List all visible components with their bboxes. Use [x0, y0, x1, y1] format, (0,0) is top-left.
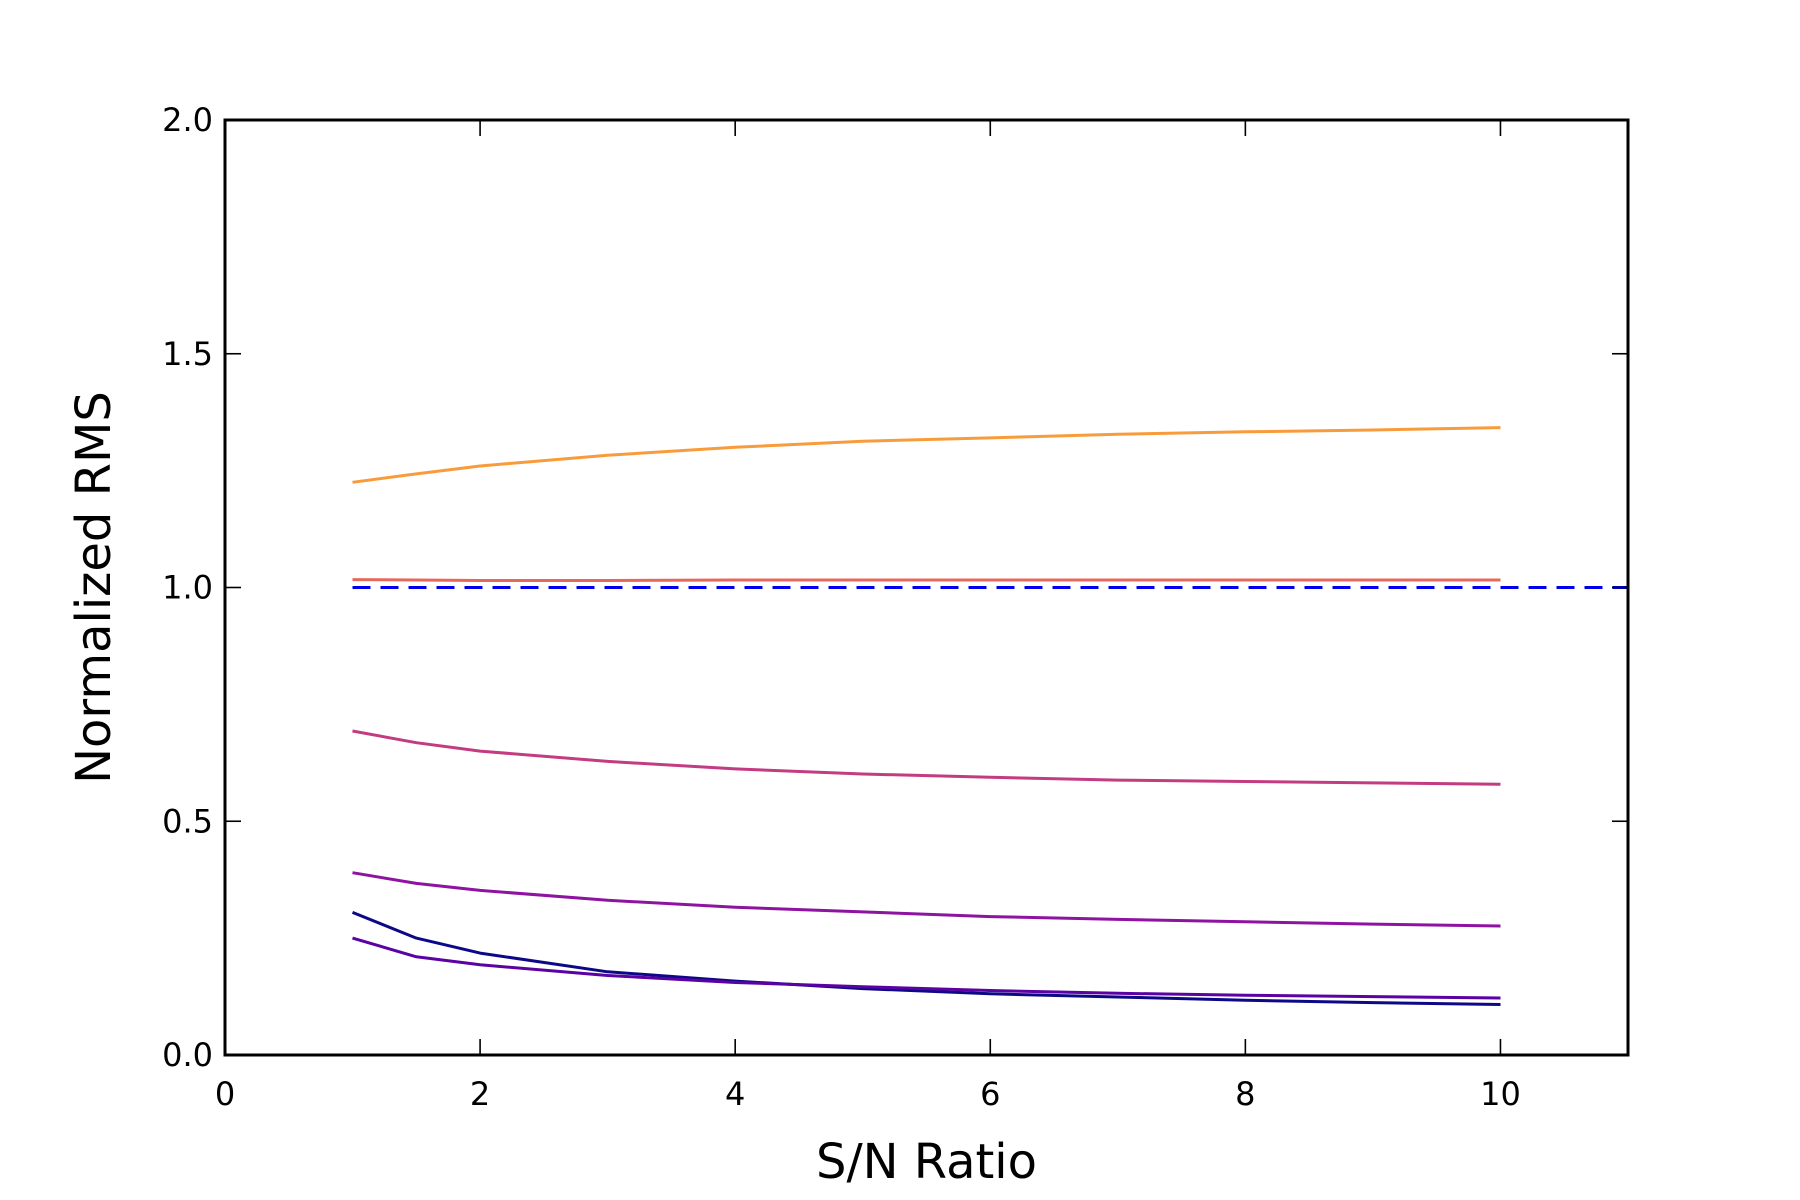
x-tick-label: 2: [470, 1075, 490, 1113]
y-tick-label: 0.0: [162, 1036, 213, 1074]
series-line-7: [352, 936, 1501, 1000]
series-line-4: [352, 729, 1501, 786]
x-axis-title: S/N Ratio: [816, 1134, 1037, 1190]
ticks-layer: [224, 119, 1628, 1056]
y-axis-title: Normalized RMS: [66, 391, 122, 784]
series-layer: [351, 426, 1628, 1006]
y-tick-label: 1.0: [162, 569, 213, 607]
y-tick-label: 0.5: [162, 802, 213, 840]
y-tick-label: 1.5: [162, 335, 213, 373]
series-line-2: [352, 578, 1501, 582]
plot-frame: [223, 118, 1630, 1057]
series-line-1: [352, 426, 1501, 484]
y-tick-label: 2.0: [162, 101, 213, 139]
tick-labels: 0 2 4 6 8 10 0.0 0.5 1.0 1.5 2.0: [162, 101, 1521, 1113]
x-tick-label: 8: [1235, 1075, 1255, 1113]
series-line-5: [352, 871, 1501, 928]
x-tick-label: 0: [215, 1075, 235, 1113]
series-line-6: [351, 911, 1501, 1006]
x-tick-label: 6: [980, 1075, 1000, 1113]
x-tick-label: 10: [1480, 1075, 1521, 1113]
x-tick-label: 4: [725, 1075, 745, 1113]
